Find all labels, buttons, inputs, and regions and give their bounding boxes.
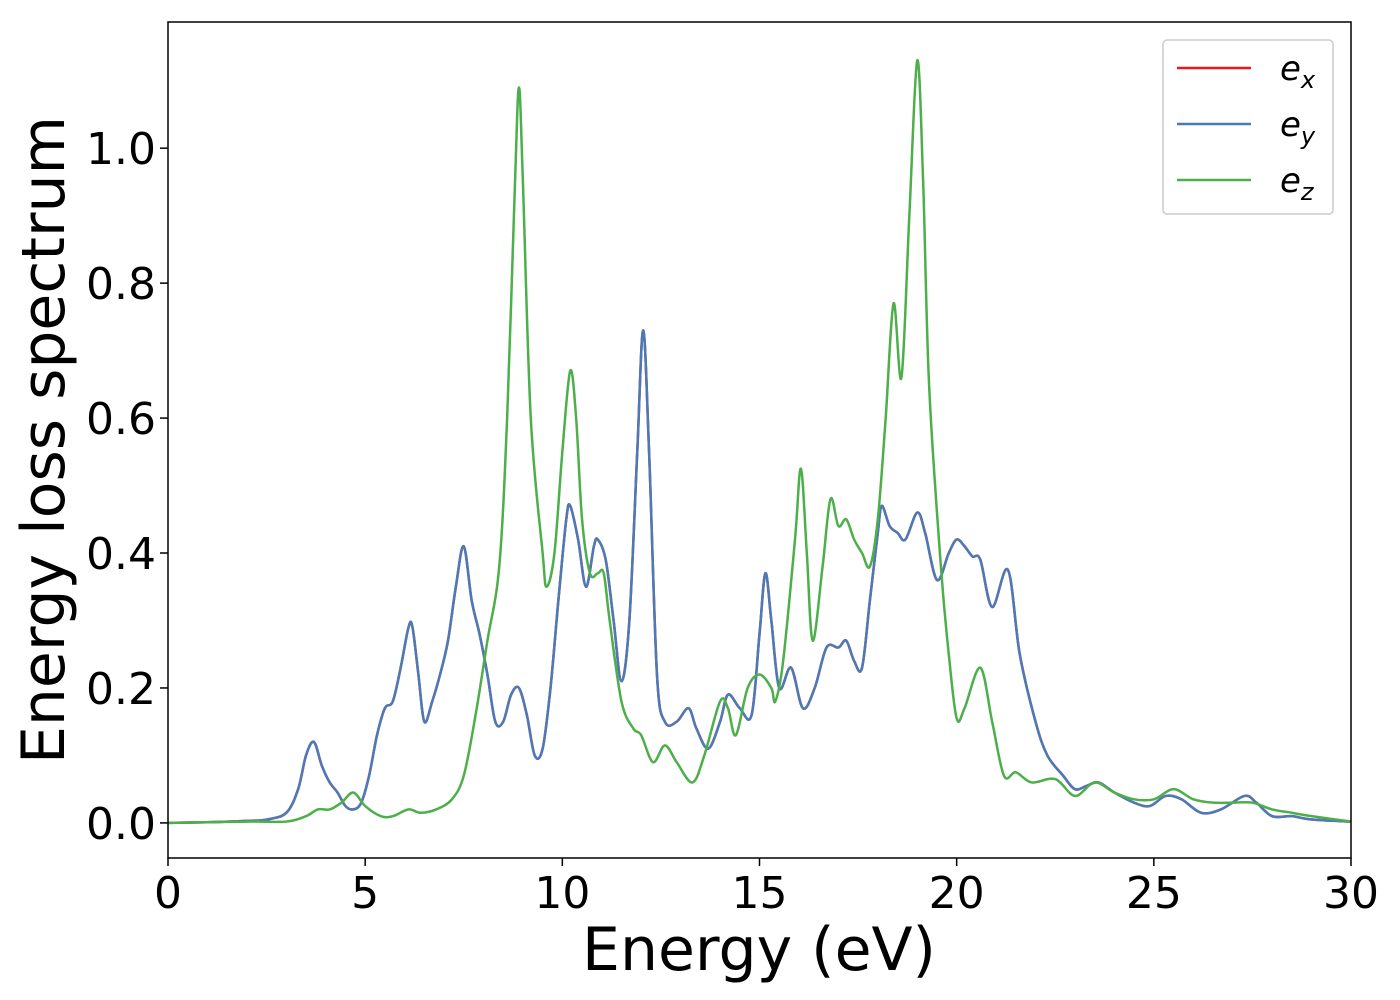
line: [168, 59, 1351, 825]
legend-box: [1162, 39, 1334, 215]
legend-label: ex: [1280, 49, 1316, 94]
x-tick-label: 5: [351, 868, 379, 919]
line: [168, 329, 1351, 825]
x-tick-label: 30: [1323, 868, 1379, 919]
legend-name: e: [1280, 161, 1301, 201]
legend-subscript: z: [1300, 178, 1315, 206]
legend-subscript: x: [1300, 66, 1316, 94]
legend-label: ez: [1280, 161, 1315, 206]
x-axis-label: Energy (eV): [582, 915, 936, 985]
line: [168, 329, 1351, 825]
y-tick-label: 0.2: [86, 664, 156, 715]
y-tick-label: 0.6: [86, 394, 156, 445]
legend-subscript: y: [1300, 122, 1316, 150]
x-tick-label: 25: [1126, 868, 1182, 919]
y-tick-label: 0.4: [86, 529, 156, 580]
x-tick-label: 0: [154, 868, 182, 919]
y-tick-label: 0.8: [86, 259, 156, 310]
x-tick-label: 15: [732, 868, 788, 919]
y-axis-label: Energy loss spectrum: [9, 116, 79, 764]
legend-label: ey: [1280, 105, 1316, 150]
y-tick-label: 0.0: [86, 799, 156, 850]
plot-frame: [167, 21, 1352, 859]
legend-name: e: [1280, 105, 1301, 145]
x-tick-label: 20: [929, 868, 985, 919]
y-tick-label: 1.0: [86, 124, 156, 175]
legend-name: e: [1280, 49, 1301, 89]
x-tick-label: 10: [534, 868, 590, 919]
